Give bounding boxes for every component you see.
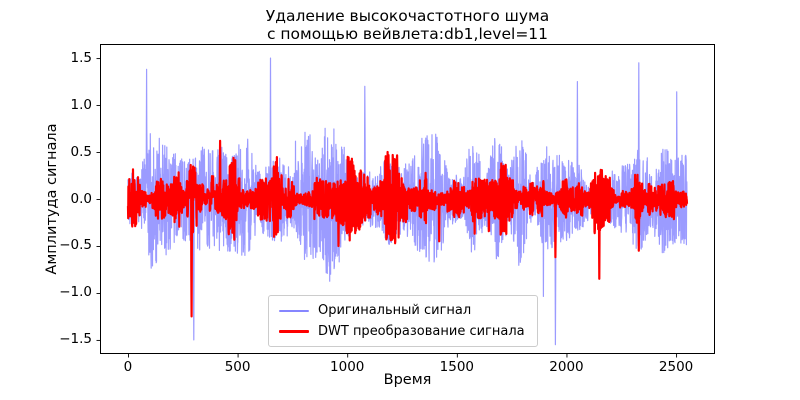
chart-title: Удаление высокочастотного шума с помощью… [100,7,715,44]
x-tick-label: 2000 [549,359,584,375]
legend-item-original: Оригинальный сигнал [279,303,525,318]
x-tick-label: 500 [224,359,251,375]
x-axis-label: Время [383,372,432,388]
legend-label-dwt: DWT преобразование сигнала [318,324,525,339]
chart-title-line2: с помощью вейвлета:db1,level=11 [266,24,549,43]
x-tick-label: 2500 [658,359,694,375]
x-tick-label: 0 [123,359,133,375]
chart-title-line1: Удаление высокочастотного шума [265,7,550,25]
legend: Оригинальный сигнал DWT преобразование с… [268,295,538,347]
y-tick-label: −0.5 [59,237,92,254]
y-tick-label: 0.0 [70,190,92,207]
y-tick-label: −1.5 [59,331,92,348]
series-line-dwt [126,139,689,318]
legend-line-dwt-swatch [279,330,309,333]
axes-spines [100,44,715,354]
x-tick-label: 1500 [439,359,474,375]
legend-item-dwt: DWT преобразование сигнала [279,324,525,339]
y-tick-label: 0.5 [70,143,92,160]
y-tick-label: 1.5 [70,49,92,66]
y-tick-label: −1.0 [59,284,92,301]
legend-label-original: Оригинальный сигнал [318,303,472,318]
x-tick-label: 1000 [330,359,365,375]
y-tick-label: 1.0 [70,96,92,113]
legend-line-original-swatch [279,309,309,312]
